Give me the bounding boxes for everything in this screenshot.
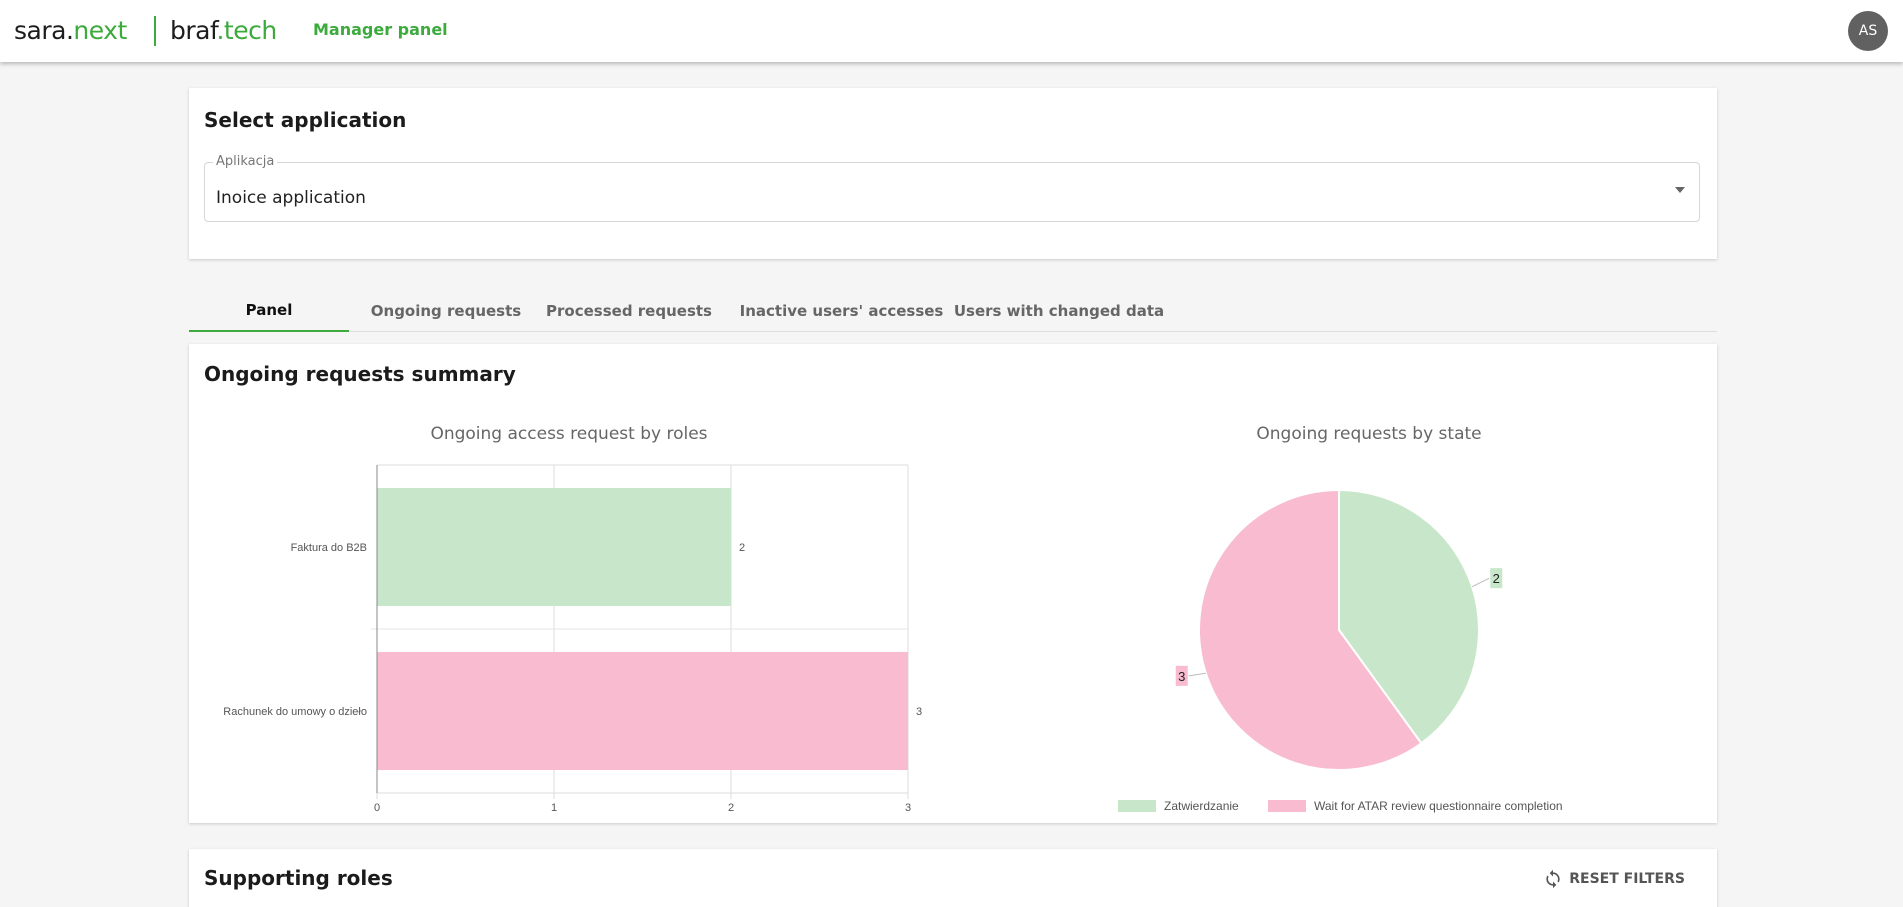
logo-divider bbox=[154, 16, 156, 46]
reset-filters-button[interactable]: RESET FILTERS bbox=[1543, 869, 1685, 889]
tab-users-with-changed-data[interactable]: Users with changed data bbox=[953, 302, 1165, 320]
logo-braf-main: braf bbox=[170, 16, 217, 45]
ongoing-requests-summary-card: Ongoing requests summary Ongoing access … bbox=[189, 344, 1717, 823]
supporting-roles-title: Supporting roles bbox=[204, 866, 393, 890]
pie-slice-zatwierdzanie bbox=[1338, 488, 1480, 745]
bar-faktura-do-b2b bbox=[377, 487, 731, 607]
pie-label-box bbox=[1490, 568, 1503, 589]
summary-title: Ongoing requests summary bbox=[204, 362, 516, 386]
legend-item-zatwierdzanie[interactable]: Zatwierdzanie bbox=[1118, 799, 1239, 813]
legend-swatch-pink bbox=[1268, 800, 1306, 812]
logo-sara-accent: next bbox=[73, 16, 127, 45]
manager-panel-label: Manager panel bbox=[313, 20, 448, 39]
bar-value-label: 2 bbox=[739, 542, 745, 554]
pie-label-leader bbox=[1471, 577, 1490, 588]
tab-processed-requests[interactable]: Processed requests bbox=[546, 302, 712, 320]
legend-item-wait-atar[interactable]: Wait for ATAR review questionnaire compl… bbox=[1268, 799, 1563, 813]
pie-label-leader bbox=[1188, 672, 1206, 677]
tab-inactive-users-accesses[interactable]: Inactive users' accesses bbox=[739, 302, 944, 320]
bar-category-label: Rachunek do umowy o dzieło bbox=[223, 706, 367, 718]
braf-tech-logo[interactable]: braf.tech bbox=[170, 16, 277, 46]
bar-x-tick-label: 0 bbox=[374, 802, 380, 814]
supporting-roles-card: Supporting roles RESET FILTERS bbox=[189, 849, 1717, 907]
bar-rachunek-do-umowy bbox=[377, 651, 908, 771]
pie-chart: 23 bbox=[1175, 488, 1503, 771]
bar-x-tick-label: 3 bbox=[905, 802, 911, 814]
bar-chart-title: Ongoing access request by roles bbox=[430, 424, 708, 444]
pie-value-label: 2 bbox=[1493, 571, 1500, 586]
select-application-card: Select application Aplikacja Inoice appl… bbox=[189, 88, 1717, 259]
legend-label-zatwierdzanie: Zatwierdzanie bbox=[1164, 799, 1239, 813]
pie-value-label: 3 bbox=[1178, 669, 1185, 684]
bar-category-label: Faktura do B2B bbox=[291, 542, 367, 554]
legend-swatch-green bbox=[1118, 800, 1156, 812]
bar-x-tick-label: 2 bbox=[728, 802, 734, 814]
logo-braf-accent: .tech bbox=[216, 16, 277, 45]
application-select-label: Aplikacja bbox=[213, 154, 278, 169]
refresh-icon bbox=[1546, 869, 1560, 889]
logo-sara-main: sara. bbox=[14, 16, 74, 45]
top-bar: sara.next braf.tech Manager panel AS bbox=[0, 0, 1903, 62]
tab-ongoing-requests[interactable]: Ongoing requests bbox=[370, 302, 522, 320]
tab-bar: Panel Ongoing requests Processed request… bbox=[189, 290, 1717, 332]
application-select[interactable]: Aplikacja Inoice application bbox=[204, 154, 1700, 222]
reset-filters-label: RESET FILTERS bbox=[1569, 871, 1685, 887]
application-select-value: Inoice application bbox=[216, 188, 366, 208]
legend-label-wait-atar: Wait for ATAR review questionnaire compl… bbox=[1314, 799, 1563, 813]
sara-next-logo[interactable]: sara.next bbox=[14, 16, 127, 46]
user-avatar[interactable]: AS bbox=[1848, 11, 1888, 51]
bar-x-tick-label: 1 bbox=[551, 802, 557, 814]
bar-value-label: 3 bbox=[916, 706, 922, 718]
bar-chart: 2 Faktura do B2B 3 Rachunek do umowy o dzie… bbox=[223, 464, 922, 814]
tab-panel[interactable]: Panel bbox=[189, 290, 349, 332]
pie-label-box bbox=[1175, 665, 1188, 686]
dropdown-arrow-icon[interactable] bbox=[1675, 187, 1685, 193]
pie-chart-title: Ongoing requests by state bbox=[1256, 424, 1482, 444]
select-application-title: Select application bbox=[204, 108, 407, 132]
